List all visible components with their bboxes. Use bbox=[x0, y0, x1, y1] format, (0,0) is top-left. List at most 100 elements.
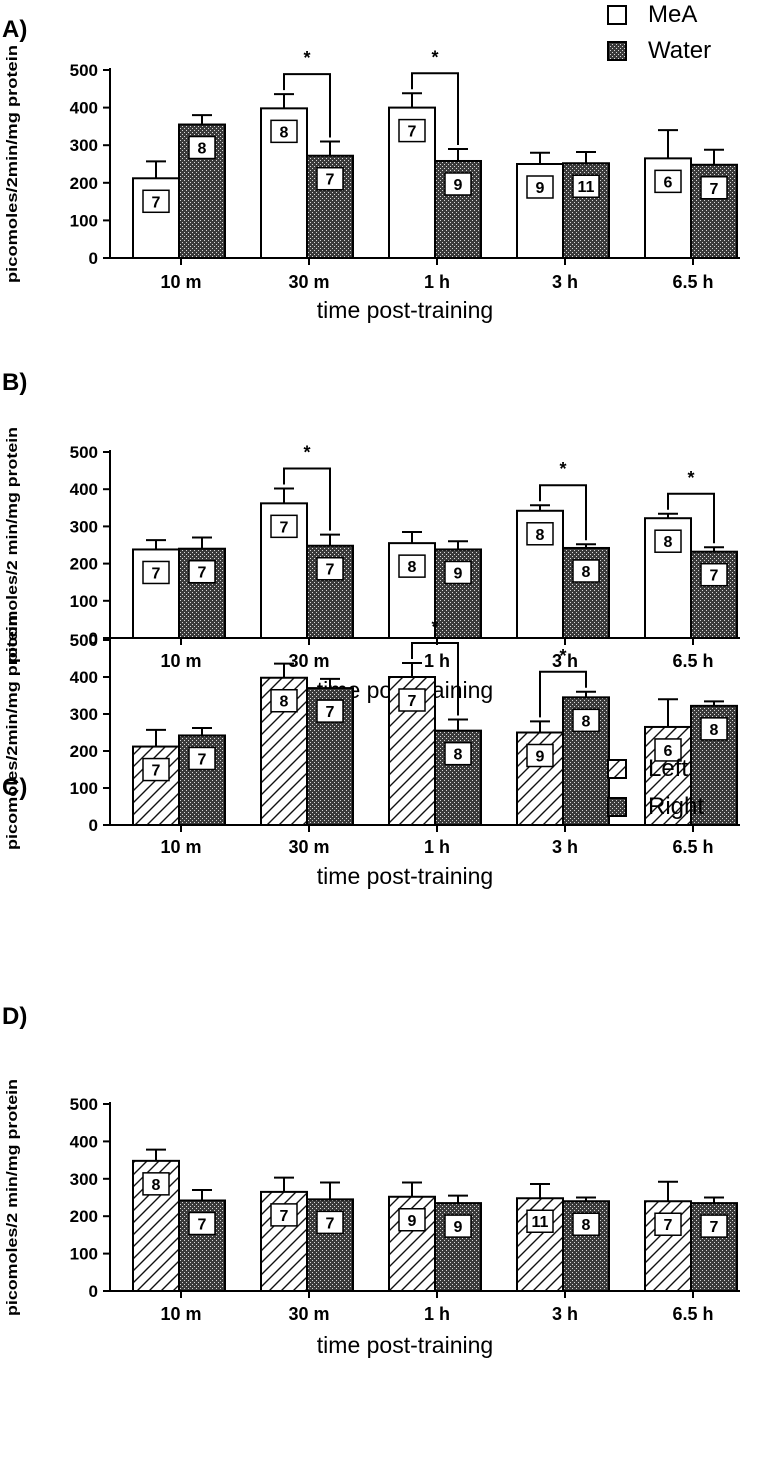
y-tick-label: 200 bbox=[70, 555, 98, 574]
n-label-box bbox=[526, 522, 554, 546]
n-label: 9 bbox=[454, 1219, 463, 1236]
x-axis-label: time post-training bbox=[317, 1332, 493, 1358]
n-label-box bbox=[526, 175, 554, 199]
significance-bracket bbox=[411, 72, 459, 145]
n-label-box bbox=[444, 172, 472, 196]
n-label-box bbox=[316, 699, 344, 723]
n-label-box bbox=[526, 1209, 554, 1233]
n-label-box bbox=[398, 118, 426, 143]
n-label-box bbox=[142, 757, 170, 782]
chart-panel-c: C)picomoles/2min/mg protein 500 400 300 200 1… bbox=[2, 615, 740, 889]
y-tick-label: 100 bbox=[70, 211, 98, 230]
n-label-box bbox=[572, 174, 600, 198]
legend-swatch-mea bbox=[607, 5, 627, 25]
n-label-box bbox=[270, 1203, 298, 1227]
panel-label: D) bbox=[2, 1003, 27, 1030]
y-tick-label: 300 bbox=[70, 1170, 98, 1189]
legend-swatch-right bbox=[607, 797, 627, 817]
n-label-box bbox=[572, 559, 600, 583]
n-label-box bbox=[654, 738, 682, 762]
x-tick-label: 30 m bbox=[288, 837, 329, 857]
bar-left bbox=[516, 731, 564, 826]
x-tick-label: 6.5 h bbox=[672, 1304, 713, 1324]
n-label: 8 bbox=[408, 559, 417, 576]
n-label-box bbox=[316, 166, 344, 191]
n-label: 7 bbox=[152, 565, 161, 582]
n-label-box bbox=[444, 1214, 472, 1238]
y-tick-label: 200 bbox=[70, 1207, 98, 1226]
x-tick-label: 1 h bbox=[424, 651, 450, 671]
significance-bracket bbox=[539, 670, 587, 718]
x-axis-label: time post-training bbox=[317, 863, 493, 889]
y-tick-label: 100 bbox=[70, 592, 98, 611]
n-label-box bbox=[700, 717, 728, 741]
x-tick-label: 1 h bbox=[424, 837, 450, 857]
n-label: 7 bbox=[326, 172, 335, 189]
panel-label: C) bbox=[2, 774, 27, 801]
n-label: 7 bbox=[280, 1208, 289, 1225]
n-label: 7 bbox=[326, 1215, 335, 1232]
n-label: 8 bbox=[582, 564, 591, 581]
x-tick-label: 30 m bbox=[288, 272, 329, 292]
n-label-box bbox=[270, 514, 298, 539]
y-tick-label: 100 bbox=[70, 779, 98, 798]
n-label-box bbox=[316, 1210, 344, 1235]
n-label: 7 bbox=[198, 565, 207, 582]
significance-star: * bbox=[303, 48, 310, 68]
n-label: 7 bbox=[408, 693, 417, 710]
n-label: 8 bbox=[198, 141, 207, 158]
y-tick-label: 0 bbox=[89, 816, 98, 835]
significance-star: * bbox=[559, 459, 566, 479]
n-label: 7 bbox=[408, 124, 417, 141]
chart-panel-a: A) picomoles/2min/mg protein 500 400 300 200 1… bbox=[2, 1, 740, 323]
y-tick-label: 0 bbox=[89, 249, 98, 268]
significance-star: * bbox=[303, 442, 310, 462]
significance-bracket bbox=[283, 73, 331, 138]
x-tick-label: 6.5 h bbox=[672, 651, 713, 671]
y-tick-label: 300 bbox=[70, 705, 98, 724]
y-tick-label: 100 bbox=[70, 1245, 98, 1264]
n-label: 6 bbox=[664, 174, 673, 191]
n-label: 7 bbox=[152, 763, 161, 780]
y-tick-label: 400 bbox=[70, 480, 98, 499]
y-tick-label: 200 bbox=[70, 742, 98, 761]
n-label: 7 bbox=[326, 562, 335, 579]
y-tick-label: 200 bbox=[70, 174, 98, 193]
n-label-box bbox=[270, 688, 298, 713]
n-label-box bbox=[398, 688, 426, 712]
n-label: 11 bbox=[578, 179, 595, 196]
n-label-box bbox=[572, 1212, 600, 1236]
n-label-box bbox=[654, 529, 682, 553]
n-label-box bbox=[188, 746, 216, 771]
x-tick-label: 10 m bbox=[160, 651, 201, 671]
panel-label: A) bbox=[2, 16, 27, 43]
n-label: 7 bbox=[198, 1216, 207, 1233]
n-label: 7 bbox=[710, 1219, 719, 1236]
n-label-box bbox=[142, 560, 170, 585]
y-tick-label: 500 bbox=[70, 631, 98, 650]
legend-swatch-water bbox=[607, 41, 627, 61]
y-tick-label: 0 bbox=[89, 629, 98, 648]
x-tick-label: 3 h bbox=[552, 272, 578, 292]
n-label-box bbox=[654, 169, 682, 194]
n-label-box bbox=[444, 560, 472, 585]
x-tick-label: 3 h bbox=[552, 1304, 578, 1324]
n-label: 8 bbox=[280, 694, 289, 711]
x-tick-label: 3 h bbox=[552, 837, 578, 857]
n-label: 9 bbox=[454, 177, 463, 194]
n-label-box bbox=[444, 741, 472, 766]
n-label: 7 bbox=[198, 751, 207, 768]
x-tick-label: 30 m bbox=[288, 651, 329, 671]
x-tick-label: 10 m bbox=[160, 837, 201, 857]
legend-label-mea: MeA bbox=[648, 1, 697, 28]
y-tick-label: 400 bbox=[70, 99, 98, 118]
n-label: 8 bbox=[280, 124, 289, 141]
n-label-box bbox=[572, 708, 600, 733]
bar-mea bbox=[516, 509, 564, 639]
y-tick-label: 500 bbox=[70, 443, 98, 462]
y-axis-label: picomoles/2 min/mg protein bbox=[4, 427, 21, 663]
n-label: 7 bbox=[152, 194, 161, 211]
n-label-box bbox=[700, 1214, 728, 1238]
significance-bracket bbox=[539, 484, 587, 541]
